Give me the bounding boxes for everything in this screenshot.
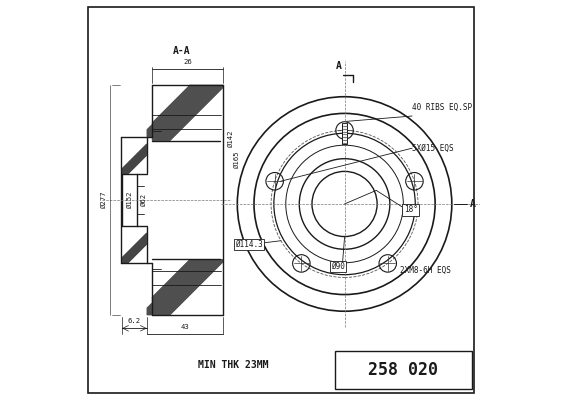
Text: Ø152: Ø152: [127, 191, 133, 209]
Text: 6.2: 6.2: [128, 318, 141, 324]
Text: Ø114.3: Ø114.3: [235, 240, 263, 249]
Text: 40 RIBS EQ.SP: 40 RIBS EQ.SP: [412, 103, 472, 112]
Text: Ø142: Ø142: [228, 130, 234, 148]
Text: 26: 26: [183, 59, 192, 65]
Circle shape: [237, 97, 452, 311]
Text: 43: 43: [181, 324, 189, 330]
Text: Ø165: Ø165: [234, 152, 241, 169]
Text: A: A: [470, 199, 475, 209]
Text: MIN THK 23MM: MIN THK 23MM: [198, 360, 269, 370]
Text: 258 020: 258 020: [368, 361, 438, 379]
Bar: [120, 83, 225, 317]
Text: 5XØ15 EQS: 5XØ15 EQS: [412, 144, 454, 153]
Text: A: A: [336, 61, 342, 71]
Text: 2XM8-6H EQS: 2XM8-6H EQS: [400, 266, 451, 275]
Text: 18°: 18°: [404, 206, 418, 214]
Text: Ø62: Ø62: [141, 194, 147, 206]
Bar: [342, 122, 347, 144]
Text: A-A: A-A: [173, 46, 191, 56]
Bar: [334, 351, 472, 389]
Text: Ø90: Ø90: [330, 262, 345, 271]
Text: Ø277: Ø277: [101, 191, 107, 209]
